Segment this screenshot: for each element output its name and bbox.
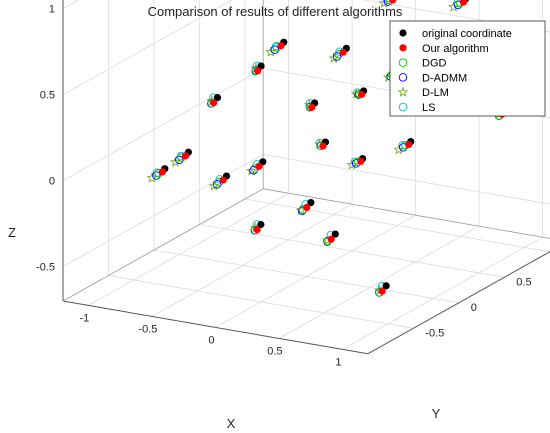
original-coordinate-point [213,94,222,102]
our-algorithm-point [339,48,347,56]
grid-line [342,236,543,350]
grid-line [263,154,550,205]
z-axis-label: Z [8,225,16,240]
legend-marker-original-coordinate [399,29,407,37]
d-admm-point [175,155,184,165]
legend: original coordinate Our algorithm DGD D-ADM… [389,20,546,117]
our-algorithm-point [303,203,311,212]
x-axis-line [62,300,368,355]
d-lm-point [208,180,220,191]
original-coordinate-point [331,230,339,238]
our-algorithm-point [357,90,366,98]
our-algorithm-point [308,103,316,111]
d-lm-point [378,0,390,8]
d-lm-point [448,1,459,12]
our-algorithm-point [327,235,335,243]
our-algorithm-point [389,0,397,4]
legend-marker-d-admm [398,73,408,82]
y-axis-label: Y [432,406,441,421]
legend-marker-ls [398,102,408,112]
d-lm-point [169,156,181,167]
legend-marker-d-lm [397,86,409,97]
our-algorithm-point [255,162,263,170]
original-coordinate-point [382,282,390,290]
d-admm-point [152,171,161,180]
x-axis-label: X [227,416,236,431]
our-algorithm-point [319,142,327,150]
grid-line [244,198,550,253]
d-admm-point [270,45,279,54]
x-tick-label: 1 [335,356,341,368]
d-lm-point [146,172,158,183]
d-admm-point [332,52,342,61]
tick-labels: -1-0.500.51-0.500.51-0.500.51 [36,4,532,369]
our-algorithm-point [158,168,167,176]
y-tick-label: 0 [471,302,477,314]
legend-marker-our-algorithm [399,44,407,52]
legend-label-original-coordinate: original coordinate [422,28,512,40]
grid-line [153,249,459,304]
our-algorithm-point [253,225,261,234]
legend-label-d-admm: D-ADMM [422,72,467,84]
d-lm-point [328,52,340,63]
our-algorithm-point [357,157,365,165]
x-tick-label: -1 [80,312,90,324]
legend-box [389,20,546,117]
grid-line [88,192,289,306]
d-lm-point [393,143,405,155]
grid-line [215,214,416,328]
grid-line [151,203,353,317]
d-admm-point [249,165,258,175]
original-coordinate-point [307,199,315,207]
axis-lines [62,0,550,355]
y-tick-label: 0.5 [516,276,531,288]
d-admm-point [212,180,222,189]
our-algorithm-point [181,152,190,160]
our-algorithm-point [254,67,262,75]
our-algorithm-point [277,41,285,50]
grid-line [108,275,414,329]
grid-line [62,154,264,267]
grid-line [199,224,505,278]
grid-line [62,68,264,181]
our-algorithm-point [459,0,468,6]
our-algorithm-point [210,99,218,107]
original-coordinate-point [257,220,265,229]
our-algorithm-point [405,140,413,149]
legend-label-dgd: DGD [422,58,447,70]
x-tick-label: 0.5 [267,345,282,357]
grid-line [278,225,480,339]
grid-line [62,0,233,95]
z-tick-label: 1 [49,4,55,16]
our-algorithm-point [219,176,227,184]
x-tick-label: 0 [208,334,214,346]
legend-label-our-algorithm: Our algorithm [422,43,489,55]
legend-label-ls: LS [422,102,435,114]
x-tick-label: -0.5 [138,323,157,335]
z-tick-label: -0.5 [36,262,55,274]
z-tick-label: 0 [49,176,55,188]
chart-title: Comparison of results of different algor… [148,4,403,19]
d-lm-point [245,165,258,176]
axis-edge [62,188,264,302]
z-tick-label: 0.5 [40,90,55,102]
legend-label-d-lm: D-LM [422,87,449,99]
our-algorithm-point [378,287,386,295]
legend-marker-dgd [398,58,408,67]
y-axis-line [367,251,550,355]
y-tick-label: -0.5 [425,327,444,339]
axis-edge [263,188,550,239]
d-lm-point [265,46,277,57]
d-lm-point [346,159,358,170]
